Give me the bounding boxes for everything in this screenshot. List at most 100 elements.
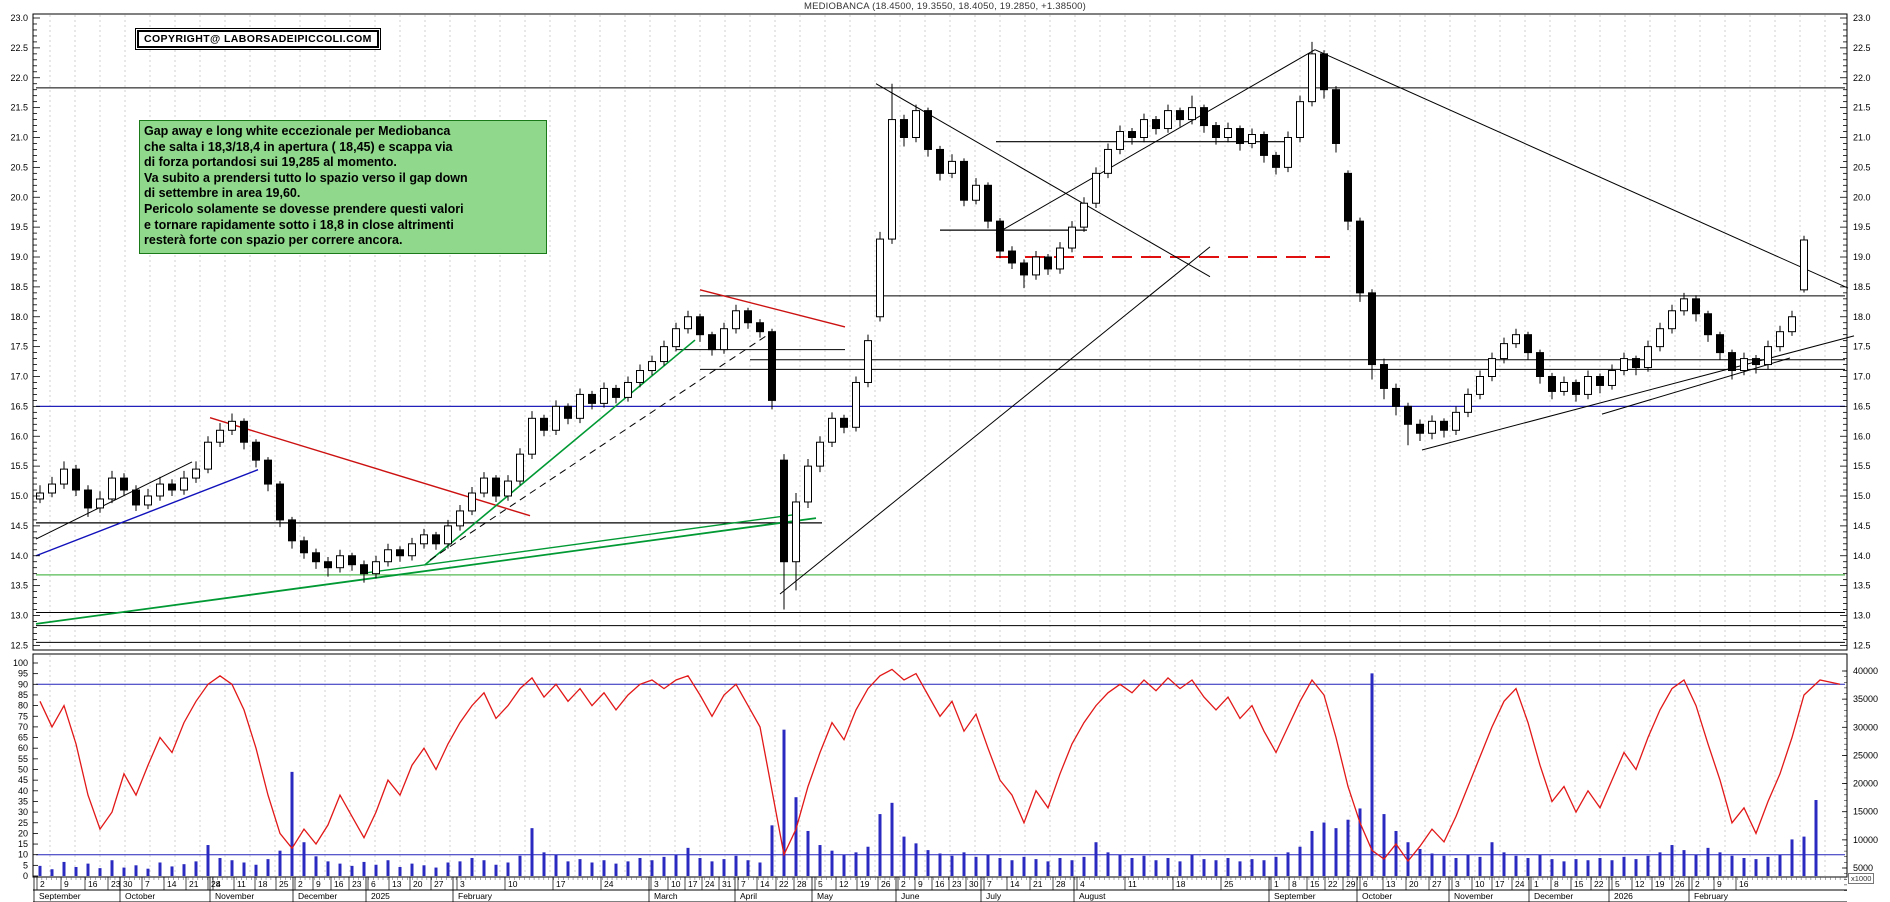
svg-text:29: 29 xyxy=(1346,879,1356,889)
svg-text:90: 90 xyxy=(18,679,28,689)
svg-text:28: 28 xyxy=(211,879,221,889)
svg-text:13: 13 xyxy=(1386,879,1396,889)
candles-layer xyxy=(36,41,1808,610)
svg-text:24: 24 xyxy=(604,879,614,889)
svg-text:9: 9 xyxy=(918,879,923,889)
svg-text:27: 27 xyxy=(434,879,444,889)
svg-text:45: 45 xyxy=(18,775,28,785)
svg-text:19.0: 19.0 xyxy=(10,252,28,262)
svg-text:21.0: 21.0 xyxy=(10,133,28,143)
svg-text:23: 23 xyxy=(111,879,121,889)
svg-text:22.0: 22.0 xyxy=(1853,73,1871,83)
copyright-badge: COPYRIGHT@ LABORSADEIPICCOLI.COM xyxy=(135,28,381,50)
svg-text:14.0: 14.0 xyxy=(1853,551,1871,561)
svg-text:3: 3 xyxy=(654,879,659,889)
svg-text:March: March xyxy=(654,891,678,901)
svg-text:15.0: 15.0 xyxy=(10,491,28,501)
svg-text:14.5: 14.5 xyxy=(10,521,28,531)
svg-text:30: 30 xyxy=(18,807,28,817)
svg-text:50: 50 xyxy=(18,765,28,775)
svg-text:September: September xyxy=(1274,891,1316,901)
annotation-line: Va subito a prendersi tutto lo spazio ve… xyxy=(144,170,468,185)
svg-text:35000: 35000 xyxy=(1853,694,1878,704)
svg-text:60: 60 xyxy=(18,743,28,753)
svg-text:15.5: 15.5 xyxy=(1853,461,1871,471)
volume-bars xyxy=(38,673,1818,876)
svg-text:20: 20 xyxy=(1409,879,1419,889)
annotation-line: che salta i 18,3/18,4 in apertura ( 18,4… xyxy=(144,139,453,154)
svg-text:12: 12 xyxy=(1635,879,1645,889)
svg-text:12: 12 xyxy=(839,879,849,889)
svg-text:June: June xyxy=(901,891,920,901)
svg-text:23: 23 xyxy=(952,879,962,889)
svg-text:7: 7 xyxy=(741,879,746,889)
svg-text:2026: 2026 xyxy=(1614,891,1633,901)
svg-text:16: 16 xyxy=(334,879,344,889)
svg-text:13.0: 13.0 xyxy=(10,611,28,621)
svg-text:35: 35 xyxy=(18,796,28,806)
svg-text:25000: 25000 xyxy=(1853,750,1878,760)
svg-text:19: 19 xyxy=(1655,879,1665,889)
svg-text:11: 11 xyxy=(237,879,246,889)
annotation-line: di settembre in area 19,60. xyxy=(144,186,301,201)
svg-text:13.0: 13.0 xyxy=(1853,611,1871,621)
svg-text:16.0: 16.0 xyxy=(10,431,28,441)
svg-text:September: September xyxy=(39,891,81,901)
svg-text:28: 28 xyxy=(797,879,807,889)
svg-text:10: 10 xyxy=(508,879,518,889)
svg-text:17.0: 17.0 xyxy=(1853,372,1871,382)
svg-text:13.5: 13.5 xyxy=(1853,581,1871,591)
svg-text:18.0: 18.0 xyxy=(10,312,28,322)
svg-text:11: 11 xyxy=(1128,879,1137,889)
svg-text:95: 95 xyxy=(18,669,28,679)
svg-text:16.5: 16.5 xyxy=(1853,401,1871,411)
svg-text:70: 70 xyxy=(18,722,28,732)
svg-text:22.5: 22.5 xyxy=(1853,43,1871,53)
svg-text:10: 10 xyxy=(1475,879,1485,889)
svg-text:30: 30 xyxy=(123,879,133,889)
svg-text:1: 1 xyxy=(1274,879,1279,889)
svg-text:13.5: 13.5 xyxy=(10,581,28,591)
svg-text:November: November xyxy=(215,891,254,901)
svg-text:21: 21 xyxy=(189,879,199,889)
svg-text:2025: 2025 xyxy=(371,891,390,901)
svg-text:2: 2 xyxy=(901,879,906,889)
svg-text:12.5: 12.5 xyxy=(10,640,28,650)
svg-text:19: 19 xyxy=(860,879,870,889)
svg-text:6: 6 xyxy=(371,879,376,889)
svg-text:4: 4 xyxy=(1080,879,1085,889)
svg-text:December: December xyxy=(1534,891,1573,901)
svg-text:21.5: 21.5 xyxy=(1853,103,1871,113)
svg-text:10: 10 xyxy=(671,879,681,889)
svg-text:18.5: 18.5 xyxy=(1853,282,1871,292)
svg-text:7: 7 xyxy=(987,879,992,889)
chart-title: MEDIOBANCA (18.4500, 19.3550, 18.4050, 1… xyxy=(803,1,1087,12)
svg-text:17: 17 xyxy=(688,879,698,889)
svg-text:80: 80 xyxy=(18,701,28,711)
svg-text:November: November xyxy=(1454,891,1493,901)
svg-text:3: 3 xyxy=(460,879,465,889)
svg-text:5: 5 xyxy=(23,860,28,870)
svg-text:3: 3 xyxy=(1455,879,1460,889)
svg-text:18.0: 18.0 xyxy=(1853,312,1871,322)
svg-text:55: 55 xyxy=(18,754,28,764)
svg-text:April: April xyxy=(740,891,757,901)
svg-text:18: 18 xyxy=(258,879,268,889)
svg-text:21.0: 21.0 xyxy=(1853,133,1871,143)
volume-multiplier-label: x1000 xyxy=(1848,873,1875,884)
svg-text:14: 14 xyxy=(760,879,770,889)
svg-text:July: July xyxy=(986,891,1002,901)
svg-text:20: 20 xyxy=(18,828,28,838)
horizontal-levels xyxy=(36,87,1845,643)
svg-text:5000: 5000 xyxy=(1853,863,1873,873)
svg-text:16: 16 xyxy=(88,879,98,889)
annotation-line: resterà forte con spazio per correre anc… xyxy=(144,233,403,248)
svg-text:25: 25 xyxy=(18,818,28,828)
svg-text:40: 40 xyxy=(18,786,28,796)
svg-text:20.0: 20.0 xyxy=(10,192,28,202)
svg-text:9: 9 xyxy=(1717,879,1722,889)
svg-text:13: 13 xyxy=(392,879,402,889)
svg-text:22: 22 xyxy=(1594,879,1604,889)
volume-axis: 40000 35000 30000 25000 20000 15000 10000 5000 xyxy=(1842,666,1878,891)
